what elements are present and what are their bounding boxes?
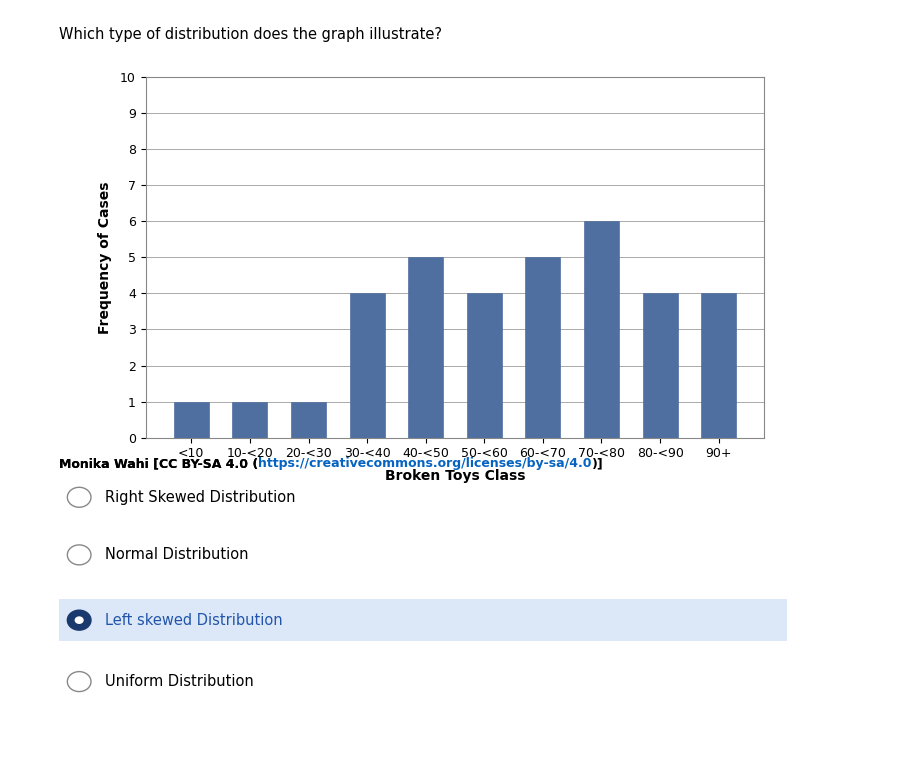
Bar <box>174 402 209 438</box>
Text: Monika Wahi [CC BY-SA 4.0 (: Monika Wahi [CC BY-SA 4.0 ( <box>59 457 258 470</box>
Text: )]: )] <box>592 457 603 470</box>
X-axis label: Broken Toys Class: Broken Toys Class <box>385 468 525 483</box>
Text: Which type of distribution does the graph illustrate?: Which type of distribution does the grap… <box>59 27 442 42</box>
Bar <box>584 221 619 438</box>
Text: Left skewed Distribution: Left skewed Distribution <box>105 613 282 627</box>
Text: Right Skewed Distribution: Right Skewed Distribution <box>105 490 295 505</box>
Bar <box>408 257 443 438</box>
Bar <box>467 293 502 438</box>
Text: https://creativecommons.org/licenses/by-sa/4.0: https://creativecommons.org/licenses/by-… <box>258 457 592 470</box>
Bar <box>642 293 678 438</box>
Text: Monika Wahi [CC BY-SA 4.0 (: Monika Wahi [CC BY-SA 4.0 ( <box>0 767 1 768</box>
Bar <box>232 402 268 438</box>
Text: Uniform Distribution: Uniform Distribution <box>105 674 253 689</box>
Bar <box>525 257 561 438</box>
Text: Normal Distribution: Normal Distribution <box>105 548 248 562</box>
Bar <box>291 402 326 438</box>
Text: Monika Wahi [CC BY-SA 4.0 (: Monika Wahi [CC BY-SA 4.0 ( <box>59 457 258 470</box>
Bar <box>701 293 736 438</box>
Y-axis label: Frequency of Cases: Frequency of Cases <box>97 181 112 333</box>
Bar <box>349 293 385 438</box>
